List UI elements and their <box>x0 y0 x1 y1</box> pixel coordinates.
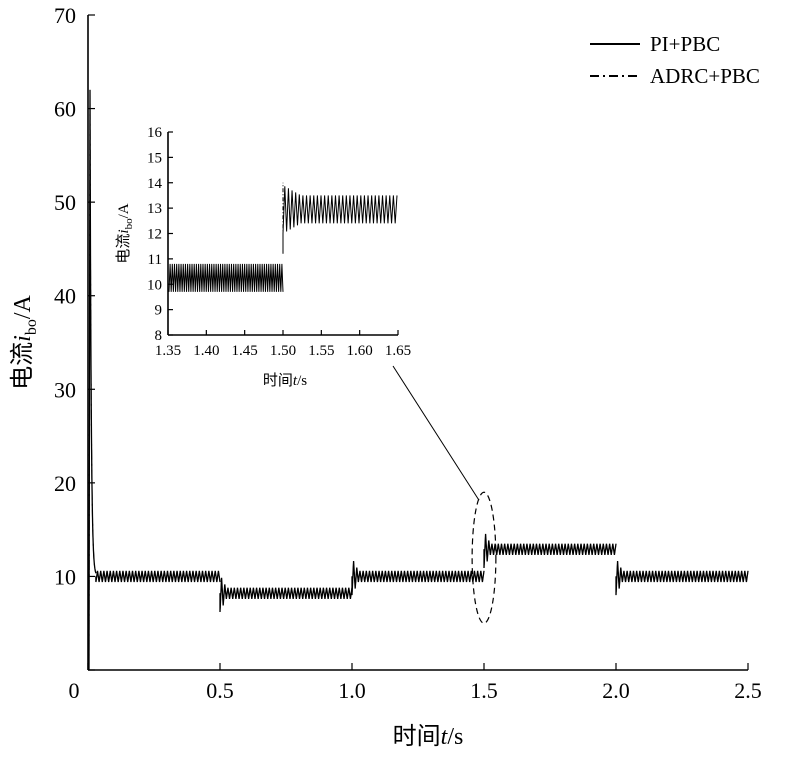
legend: PI+PBC ADRC+PBC <box>590 32 760 88</box>
y-tick-label: 20 <box>54 471 76 496</box>
inset-y-axis-title: 电流ibo/A <box>115 203 135 263</box>
series-pi-pbc <box>88 89 749 671</box>
series-line-segment <box>351 560 485 596</box>
inset-y-tick-label: 16 <box>147 125 163 141</box>
series-line-segment <box>219 578 353 612</box>
y-tick-label: 70 <box>54 3 76 28</box>
inset-y-tick-label: 8 <box>155 328 163 344</box>
inset-y-tick-label: 13 <box>147 201 162 217</box>
zoom-ellipse <box>471 491 497 624</box>
x-axis-title: 时间t/s <box>393 723 464 750</box>
inset-x-tick-label: 1.40 <box>193 343 219 359</box>
inset-y-tick-label: 10 <box>147 277 162 293</box>
inset-x-tick-label: 1.50 <box>270 343 296 359</box>
inset-y-tick-label: 9 <box>155 303 163 319</box>
x-tick-label: 2.5 <box>734 678 762 703</box>
y-tick-label: 60 <box>54 97 76 122</box>
legend-label: PI+PBC <box>650 32 720 56</box>
x-tick-label: 1.5 <box>470 678 498 703</box>
series-line-segment <box>483 534 617 568</box>
x-tick-label: 0 <box>69 678 80 703</box>
series-line-segment <box>615 560 749 596</box>
inset-x-tick-label: 1.55 <box>308 343 334 359</box>
series-line-segment <box>88 89 97 671</box>
y-tick-label: 40 <box>54 284 76 309</box>
series-line-segment <box>615 561 749 595</box>
series-line-segment <box>219 577 353 613</box>
series-adrc-pbc <box>88 89 749 671</box>
y-tick-label: 10 <box>54 564 76 589</box>
inset-series-pi-pbc-before <box>168 263 284 292</box>
inset-y-tick-label: 14 <box>147 176 163 192</box>
legend-label: ADRC+PBC <box>650 64 760 88</box>
y-tick-label: 50 <box>54 190 76 215</box>
series-line-segment <box>483 533 617 569</box>
inset-y-tick-label: 11 <box>148 252 162 268</box>
inset-y-tick-label: 12 <box>147 227 162 243</box>
inset-x-tick-label: 1.65 <box>385 343 411 359</box>
series-line-segment <box>351 561 485 595</box>
inset-y-tick-label: 15 <box>147 150 162 166</box>
y-tick-label: 30 <box>54 377 76 402</box>
y-axis-title: 电流ibo/A <box>9 294 40 389</box>
x-tick-label: 1.0 <box>338 678 366 703</box>
inset-x-axis-title: 时间t/s <box>263 372 307 389</box>
zoom-connector <box>392 365 480 501</box>
series-line-segment <box>95 571 221 582</box>
inset-x-tick-label: 1.45 <box>232 343 258 359</box>
inset-x-tick-label: 1.35 <box>155 343 181 359</box>
x-tick-label: 2.0 <box>602 678 630 703</box>
inset-chart: 1.35 1.40 1.45 1.50 1.55 1.60 1.65 8 9 10 11 12 13 14… <box>115 125 411 389</box>
x-tick-label: 0.5 <box>206 678 234 703</box>
inset-series-pi-pbc-after <box>282 186 398 254</box>
inset-x-tick-label: 1.60 <box>347 343 373 359</box>
